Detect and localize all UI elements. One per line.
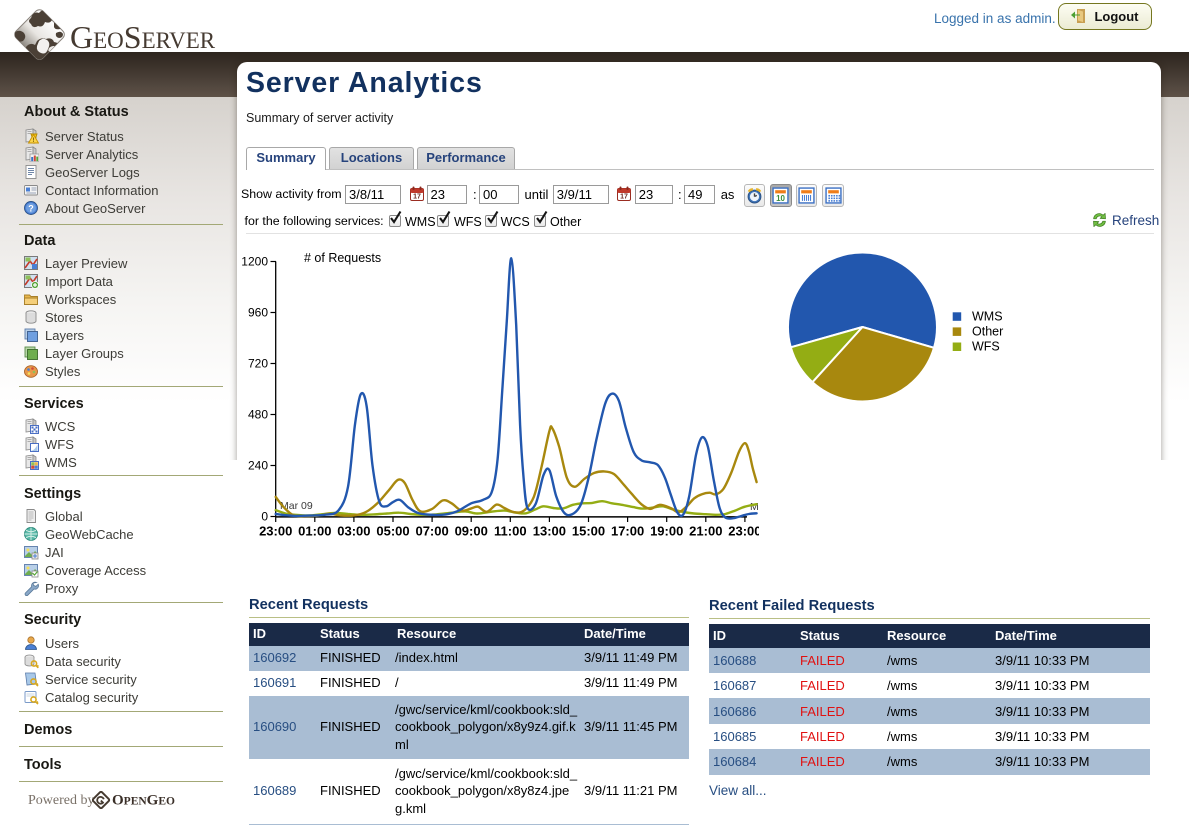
svg-text:03:00: 03:00	[337, 524, 370, 539]
svg-text:480: 480	[248, 408, 268, 422]
svg-text:Other: Other	[972, 324, 1003, 338]
svg-text:13:00: 13:00	[533, 524, 566, 539]
svg-text:05:00: 05:00	[376, 524, 409, 539]
svg-text:17:00: 17:00	[611, 524, 644, 539]
svg-text:OPENGEO: OPENGEO	[112, 793, 175, 809]
svg-text:GEOSERVER: GEOSERVER	[70, 19, 216, 55]
svg-text:23:00: 23:00	[259, 524, 292, 539]
svg-text:09:00: 09:00	[455, 524, 488, 539]
svg-text:WFS: WFS	[972, 340, 1000, 354]
svg-text:?: ?	[28, 204, 34, 214]
svg-text:1200: 1200	[241, 255, 268, 269]
svg-text:01:00: 01:00	[298, 524, 331, 539]
svg-text:960: 960	[248, 306, 268, 320]
svg-text:# of Requests: # of Requests	[304, 251, 381, 265]
svg-text:Mar 10: Mar 10	[750, 501, 759, 513]
svg-text:11:00: 11:00	[494, 524, 527, 539]
svg-text:15:00: 15:00	[572, 524, 605, 539]
svg-text:17: 17	[413, 194, 421, 201]
svg-text:21:00: 21:00	[689, 524, 722, 539]
svg-text:23:00: 23:00	[728, 524, 759, 539]
svg-text:240: 240	[248, 459, 268, 473]
svg-text:0: 0	[261, 510, 268, 524]
svg-text:17: 17	[620, 194, 628, 201]
svg-text:07:00: 07:00	[415, 524, 448, 539]
svg-text:!: !	[32, 137, 34, 144]
svg-text:Mar 09: Mar 09	[280, 500, 313, 512]
svg-text:WMS: WMS	[972, 309, 1003, 323]
svg-text:19:00: 19:00	[650, 524, 683, 539]
svg-text:10: 10	[776, 193, 785, 202]
svg-text:720: 720	[248, 357, 268, 371]
